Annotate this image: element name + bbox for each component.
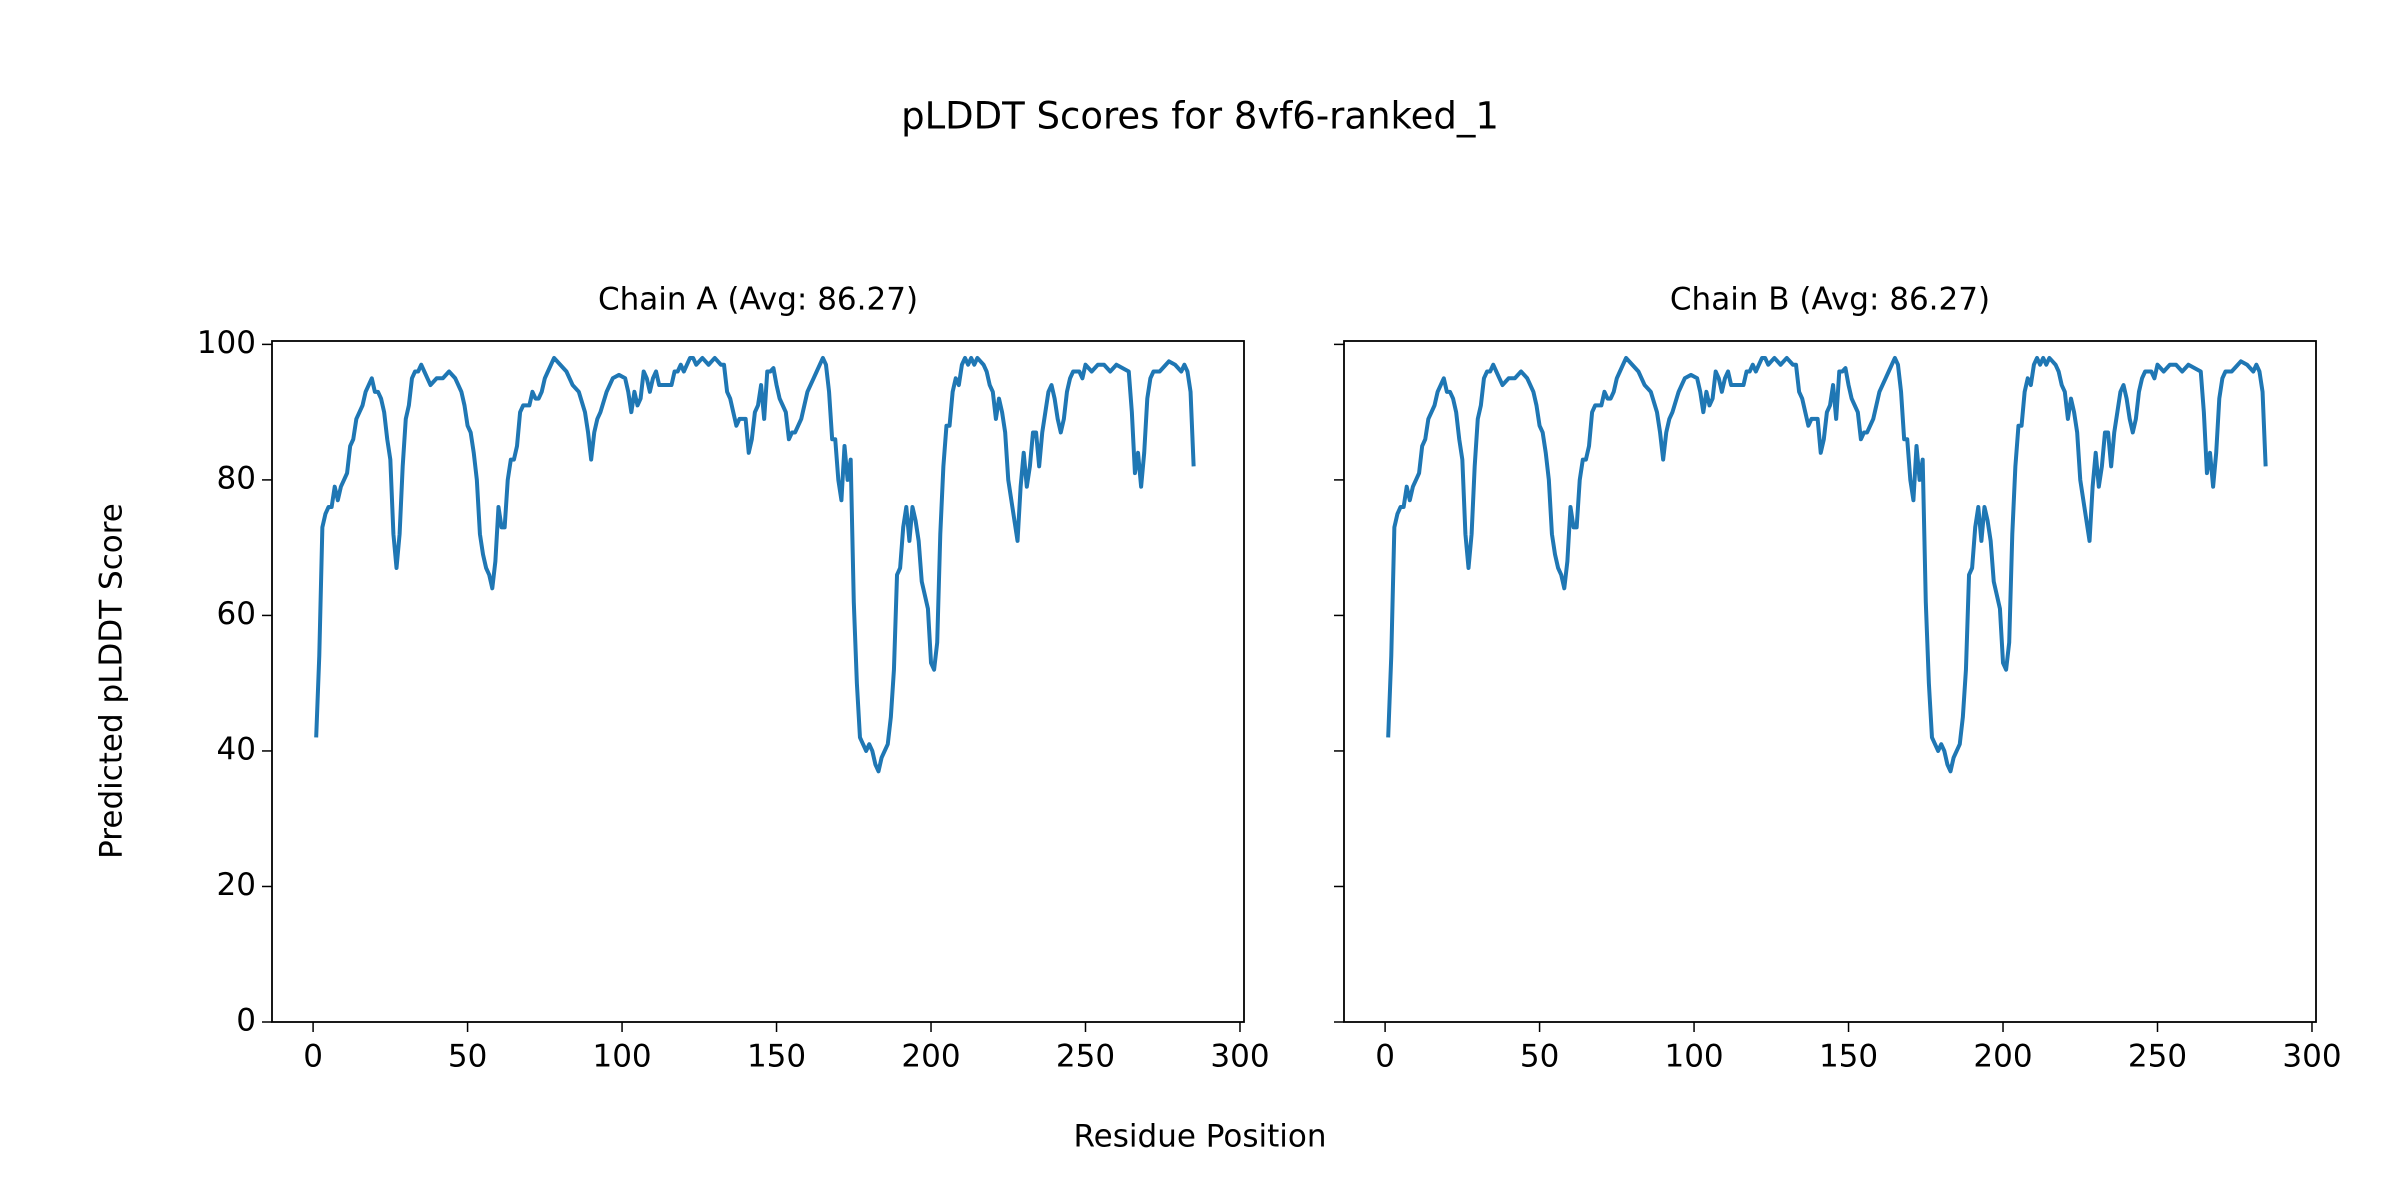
x-tick-label: 0 — [1375, 1039, 1395, 1075]
x-tick-label: 150 — [747, 1039, 806, 1075]
x-tick-label: 250 — [1056, 1039, 1115, 1075]
x-tick-label: 300 — [2282, 1039, 2341, 1075]
y-tick-label: 80 — [217, 460, 256, 496]
x-tick-label: 50 — [448, 1039, 487, 1075]
x-tick-label: 0 — [303, 1039, 323, 1075]
x-tick-label: 150 — [1819, 1039, 1878, 1075]
axes-title: Chain A (Avg: 86.27) — [598, 282, 918, 318]
x-tick-label: 300 — [1210, 1039, 1269, 1075]
axes-frame — [1343, 340, 2317, 1023]
x-tick-label: 100 — [592, 1039, 651, 1075]
y-tick-label: 20 — [217, 867, 256, 903]
data-line — [1386, 355, 2268, 774]
x-tick-label: 250 — [2128, 1039, 2187, 1075]
y-tick-label: 0 — [236, 1003, 256, 1039]
axes-title: Chain B (Avg: 86.27) — [1670, 282, 1990, 318]
x-axis-label: Residue Position — [1074, 1119, 1327, 1155]
figure-title: pLDDT Scores for 8vf6-ranked_1 — [901, 95, 1499, 138]
axes-frame — [271, 340, 1245, 1023]
x-tick-label: 200 — [1973, 1039, 2032, 1075]
y-axis-label: Predicted pLDDT Score — [94, 503, 130, 859]
data-line — [314, 355, 1196, 774]
x-tick-label: 100 — [1664, 1039, 1723, 1075]
x-tick-label: 50 — [1520, 1039, 1559, 1075]
y-tick-label: 100 — [197, 325, 256, 361]
y-tick-label: 60 — [217, 596, 256, 632]
y-tick-label: 40 — [217, 731, 256, 767]
x-tick-label: 200 — [901, 1039, 960, 1075]
